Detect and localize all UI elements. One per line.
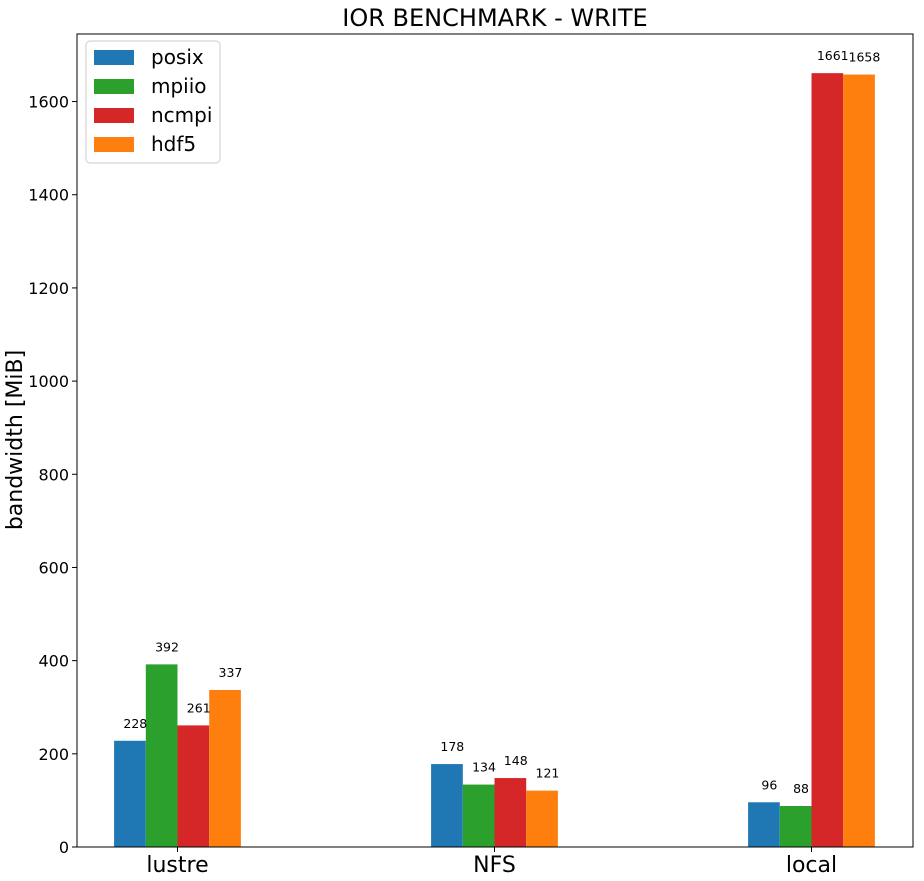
value-labels-layer: 228 178 96 392 134 88 261 148 1661 337 121 1658 bbox=[123, 48, 880, 796]
legend-label-mpiio: mpiio bbox=[151, 74, 207, 98]
axes-layer: 0 200 400 600 800 1000 1200 1400 1600 lustre NFS lo… bbox=[28, 33, 914, 878]
legend-label-posix: posix bbox=[151, 45, 204, 69]
x-tick-label-nfs: NFS bbox=[473, 853, 516, 878]
legend-swatch-posix bbox=[94, 50, 134, 65]
value-label-hdf5-nfs: 121 bbox=[536, 766, 560, 781]
y-tick-label: 800 bbox=[38, 465, 69, 484]
y-tick-label: 400 bbox=[38, 652, 69, 671]
y-tick-label: 1400 bbox=[28, 186, 69, 205]
bar-hdf5-lustre bbox=[209, 689, 241, 847]
y-tick-label: 1600 bbox=[28, 93, 69, 112]
bar-posix-lustre bbox=[114, 740, 146, 847]
y-tick-label: 200 bbox=[38, 745, 69, 764]
legend-swatch-hdf5 bbox=[94, 137, 134, 152]
value-label-posix-nfs: 178 bbox=[440, 739, 464, 754]
value-label-mpiio-lustre: 392 bbox=[155, 639, 179, 654]
legend-label-ncmpi: ncmpi bbox=[151, 103, 212, 127]
legend-swatch-mpiio bbox=[94, 79, 134, 94]
bar-posix-nfs bbox=[431, 764, 463, 847]
value-label-ncmpi-local: 1661 bbox=[817, 48, 849, 63]
legend-box bbox=[85, 40, 221, 164]
legend-swatch-ncmpi bbox=[94, 108, 134, 123]
value-label-mpiio-local: 88 bbox=[793, 781, 809, 796]
legend: posix mpiio ncmpi hdf5 bbox=[85, 40, 221, 164]
bar-hdf5-local bbox=[843, 74, 875, 848]
x-tick-label-local: local bbox=[786, 853, 837, 878]
value-label-ncmpi-nfs: 148 bbox=[504, 753, 528, 768]
bar-posix-local bbox=[748, 802, 780, 847]
value-label-posix-lustre: 228 bbox=[123, 716, 147, 731]
value-label-hdf5-lustre: 337 bbox=[219, 665, 243, 680]
bar-ncmpi-local bbox=[811, 73, 844, 848]
bar-mpiio-nfs bbox=[462, 784, 495, 847]
bar-ncmpi-lustre bbox=[177, 725, 210, 847]
bar-ncmpi-nfs bbox=[494, 778, 527, 847]
bars-layer bbox=[114, 73, 875, 848]
y-axis-label: bandwidth [MiB] bbox=[3, 350, 28, 530]
bar-mpiio-lustre bbox=[145, 664, 178, 847]
y-tick-label: 0 bbox=[59, 838, 69, 857]
y-tick-label: 1000 bbox=[28, 372, 69, 391]
value-label-ncmpi-lustre: 261 bbox=[187, 700, 211, 715]
legend-label-hdf5: hdf5 bbox=[151, 132, 196, 156]
value-label-hdf5-local: 1658 bbox=[849, 50, 881, 65]
chart-title: IOR BENCHMARK - WRITE bbox=[342, 4, 647, 32]
x-tick-label-lustre: lustre bbox=[146, 853, 208, 878]
y-tick-label: 1200 bbox=[28, 279, 69, 298]
value-label-posix-local: 96 bbox=[761, 777, 777, 792]
bar-hdf5-nfs bbox=[526, 790, 558, 847]
y-tick-label: 600 bbox=[38, 558, 69, 577]
value-label-mpiio-nfs: 134 bbox=[472, 760, 496, 775]
bar-mpiio-local bbox=[779, 806, 812, 847]
